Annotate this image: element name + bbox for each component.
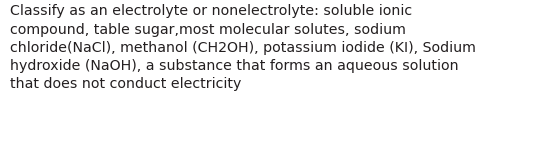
Text: Classify as an electrolyte or nonelectrolyte: soluble ionic
compound, table suga: Classify as an electrolyte or nonelectro… <box>10 4 476 91</box>
